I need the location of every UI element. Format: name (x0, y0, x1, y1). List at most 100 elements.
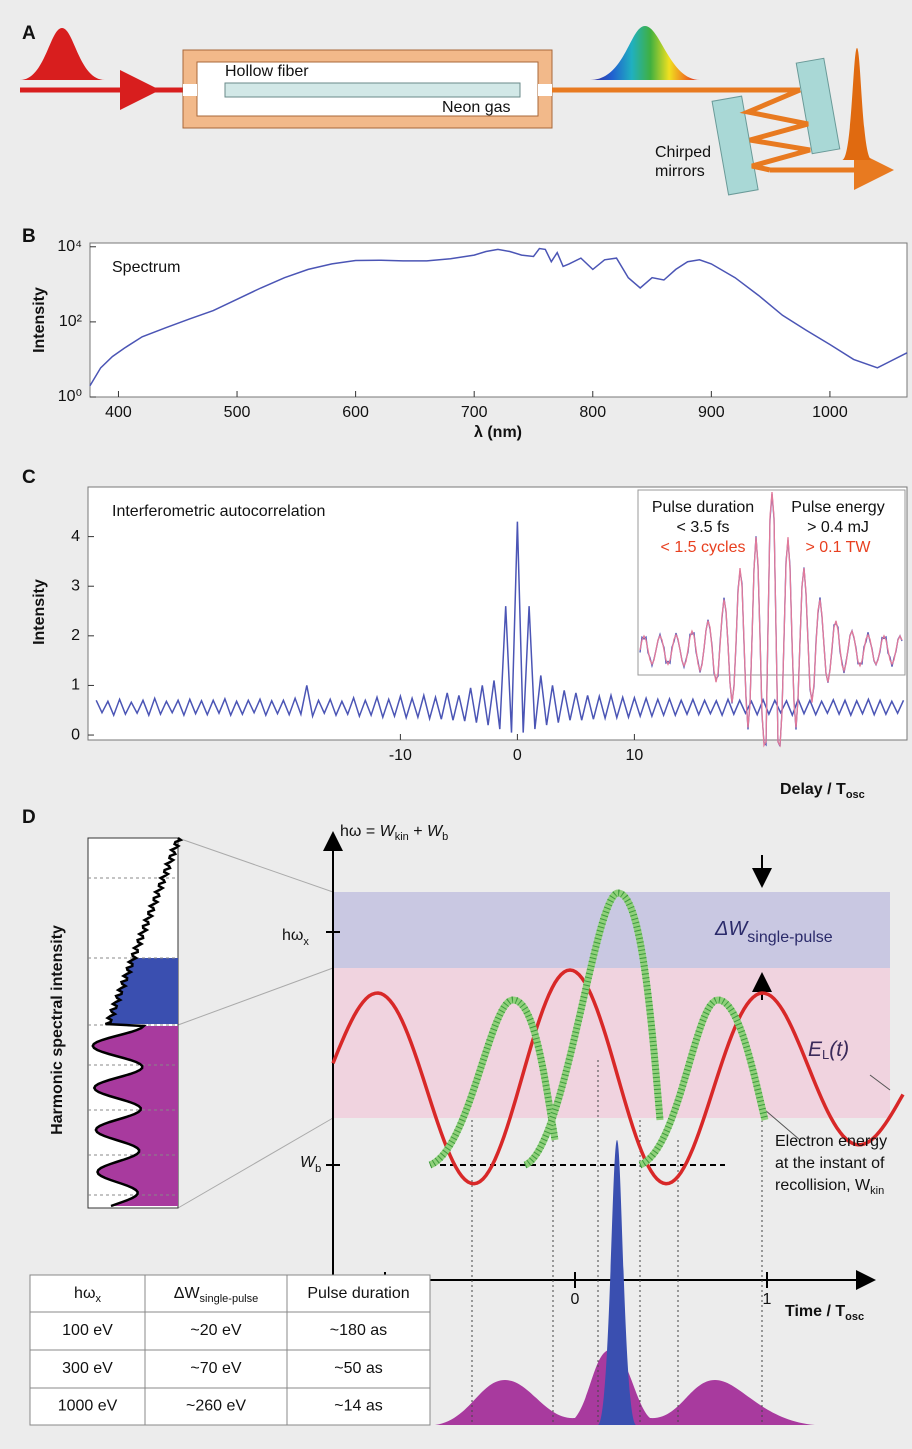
energy-label: Wb (300, 1154, 321, 1175)
chirped-mirror (795, 57, 841, 155)
x-tick-label: 0 (513, 747, 522, 764)
label-part: hω = (340, 823, 380, 840)
note: Electron energy (775, 1133, 887, 1150)
label-part: W (300, 1154, 317, 1171)
cutoff-band (333, 968, 890, 1118)
x-tick-label: 600 (342, 404, 369, 421)
label-part: Time / T (785, 1303, 845, 1320)
table-header: Pulse duration (307, 1285, 409, 1302)
label-part: Pulse duration (307, 1285, 409, 1302)
x-axis-label: Delay / Tosc (780, 781, 865, 801)
hollow-fiber (224, 82, 521, 98)
x-tick-label: -10 (389, 747, 412, 764)
data-line (95, 521, 905, 733)
electron-energy-ticks (428, 996, 559, 1169)
annotation: Interferometric autocorrelation (112, 503, 325, 520)
note: at the instant of (775, 1155, 885, 1172)
label: Neon gas (442, 99, 511, 116)
panel-label: C (22, 467, 36, 488)
inset-text: Pulse energy (791, 499, 884, 516)
table-header: hωx (74, 1285, 101, 1305)
label-part: W (427, 823, 444, 840)
leader-line (869, 1074, 891, 1091)
label-part: single-pulse (200, 1293, 259, 1305)
table: hωx ΔWsingle-pulse Pulse duration 100 eV ~20… (29, 1274, 431, 1426)
label-part: b (442, 831, 448, 843)
annotation: Spectrum (112, 259, 180, 276)
y-tick-label: 10⁰ (58, 388, 82, 405)
inset-text: Pulse duration (652, 499, 754, 516)
label-part: x (95, 1293, 101, 1305)
label-part: osc (845, 1311, 864, 1323)
x-tick-label: 400 (105, 404, 132, 421)
connector (177, 1117, 334, 1209)
label: Hollow fiber (225, 63, 309, 80)
plot-area (89, 242, 908, 398)
electron-energy (523, 889, 664, 1169)
panel-label: D (22, 807, 36, 828)
inset-text: < 3.5 fs (677, 519, 730, 536)
label-part: single-pulse (747, 929, 832, 946)
y-axis-label: Intensity (31, 287, 48, 353)
x-tick-label: 900 (698, 404, 725, 421)
connector (177, 837, 334, 893)
isolated-pulse (598, 1140, 636, 1425)
table-cell: 300 eV (62, 1360, 113, 1377)
electron-energy (638, 996, 769, 1169)
table-cell: 100 eV (62, 1322, 113, 1339)
inset-fit (639, 491, 903, 748)
label-part: b (315, 1163, 321, 1175)
label-part: recollision, W (775, 1177, 871, 1194)
inset-frame (637, 489, 906, 676)
x-tick-label: 500 (224, 404, 251, 421)
label-part: (t) (829, 1038, 849, 1061)
y-tick-label: 2 (71, 627, 80, 644)
y-tick-label: 1 (71, 677, 80, 694)
note: recollision, Wkin (775, 1177, 884, 1197)
leader-line (764, 1109, 801, 1141)
label-part: x (303, 936, 309, 948)
cutoff-region (105, 958, 178, 1024)
label-part: kin (395, 831, 409, 843)
table-cell: ~260 eV (186, 1398, 246, 1415)
table-cell: ~14 as (334, 1398, 382, 1415)
laser-field (331, 968, 905, 1186)
energy-axis-label: hω = Wkin + Wb (340, 823, 448, 843)
y-tick-label: 10⁴ (57, 238, 82, 255)
y-tick-label: 10² (59, 313, 83, 330)
setup-diagram: Hollow fiber Neon gas Chirped mirrors (20, 26, 894, 196)
time-tick-label: 1 (763, 1291, 772, 1308)
time-axis-label: Time / Tosc (785, 1303, 864, 1323)
y-tick-label: 3 (71, 577, 80, 594)
spectrum-line (91, 836, 184, 1208)
x-axis-label: λ (nm) (474, 424, 522, 441)
inset-text: > 0.1 TW (805, 539, 871, 556)
label-part: osc (846, 789, 865, 801)
time-tick-label: 0 (571, 1291, 580, 1308)
hhg-diagram: Harmonic spectral intensity hω = Wkin + W… (49, 823, 905, 1425)
label-part: E (808, 1038, 823, 1061)
panel-label: A (22, 23, 36, 44)
label-part: L (822, 1047, 829, 1062)
data-line (89, 247, 908, 387)
plateau-region (92, 1026, 178, 1206)
x-tick-label: 1000 (812, 404, 848, 421)
table-cell: ~70 eV (190, 1360, 241, 1377)
label-part: Delay / T (780, 781, 846, 798)
inset: Pulse duration < 3.5 fs < 1.5 cycles Pulse … (637, 489, 906, 748)
inset-text: < 1.5 cycles (661, 539, 746, 556)
connector (177, 967, 334, 1026)
label-part: ΔW (174, 1285, 201, 1302)
x-tick-label: 10 (625, 747, 643, 764)
label-part: + (409, 823, 427, 840)
label-part: hω (282, 927, 303, 944)
table-header: ΔWsingle-pulse (174, 1285, 259, 1305)
label: Chirped (655, 144, 711, 161)
broadened-pulse (590, 26, 700, 80)
label-part: kin (870, 1185, 884, 1197)
label-part: W (380, 823, 397, 840)
table-cell: ~180 as (330, 1322, 387, 1339)
y-axis-label: Intensity (31, 579, 48, 645)
